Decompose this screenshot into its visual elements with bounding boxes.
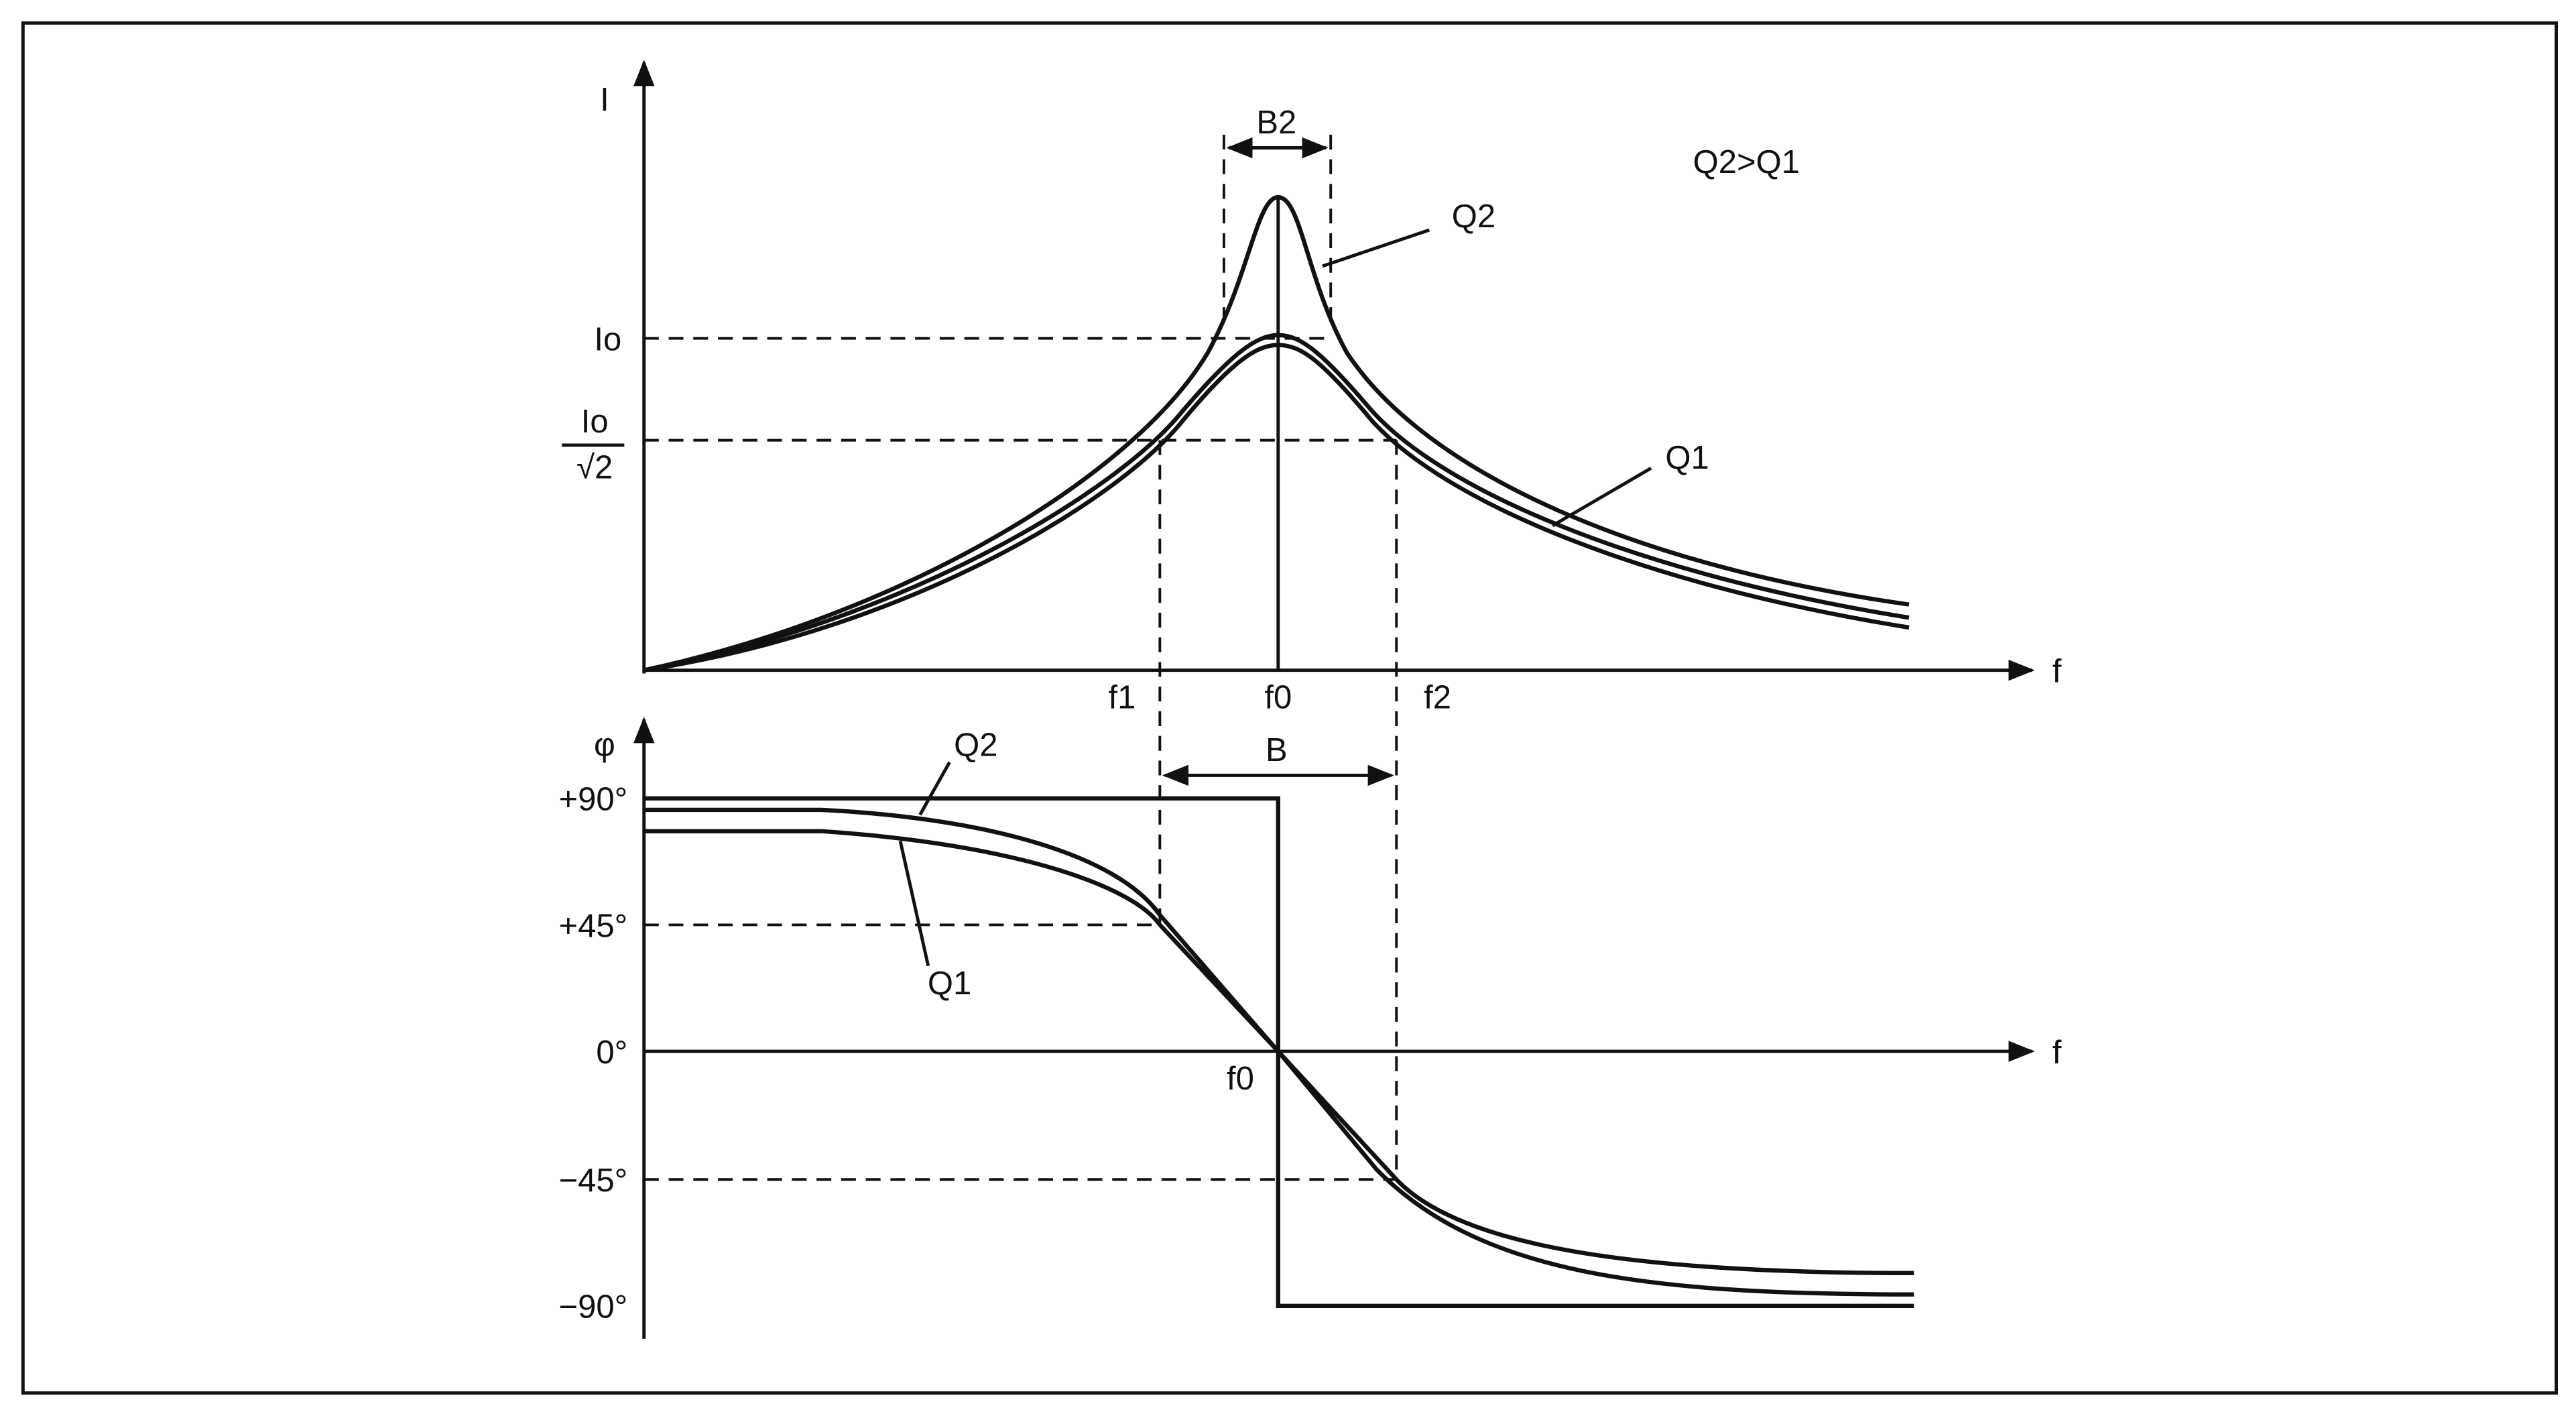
- leader: [1551, 467, 1652, 528]
- q2-curve: [643, 807, 1914, 1297]
- bandwidth-label: B2: [1256, 105, 1296, 141]
- curve-label: Q1: [1665, 440, 1709, 476]
- top-plot: I f Io Io √2 f1 f0 f2 B2 Q2 Q1 Q2>Q1: [562, 60, 2062, 1180]
- q2-curve: [643, 194, 1910, 672]
- bandwidth-label: B: [1266, 732, 1288, 768]
- bottom-plot: φ f +90° +45° 0° −45° −90° B f0 Q2 Q1: [559, 717, 2062, 1339]
- leader: [898, 840, 930, 967]
- angle-label: 0°: [596, 1035, 627, 1071]
- freq-label: f0: [1264, 680, 1292, 716]
- curve-label: Q1: [928, 965, 971, 1002]
- freq-label: f1: [1109, 680, 1136, 716]
- angle-label: −45°: [559, 1163, 628, 1199]
- freq-label: f2: [1424, 680, 1451, 716]
- leader: [1322, 228, 1430, 268]
- note: Q2>Q1: [1693, 144, 1800, 180]
- x-axis-label: f: [2052, 1035, 2062, 1071]
- y-axis-label: φ: [594, 727, 615, 764]
- angle-label: +45°: [559, 908, 628, 944]
- io-label: Io: [594, 322, 621, 358]
- frame: [21, 21, 2559, 1395]
- y-axis-label: I: [600, 82, 609, 118]
- io-sqrt2-numerator: Io: [581, 404, 609, 440]
- curve-label: Q2: [1452, 198, 1495, 235]
- center-label: f0: [1227, 1061, 1254, 1097]
- io-sqrt2-denominator: √2: [576, 450, 613, 486]
- q1-curve: [643, 343, 1910, 672]
- q1-curve: [643, 333, 1910, 672]
- x-axis-label: f: [2052, 654, 2062, 690]
- leader: [918, 761, 951, 816]
- angle-label: +90°: [559, 782, 628, 818]
- curve-label: Q2: [954, 727, 997, 764]
- q1-curve: [643, 829, 1914, 1276]
- angle-label: −90°: [559, 1289, 628, 1325]
